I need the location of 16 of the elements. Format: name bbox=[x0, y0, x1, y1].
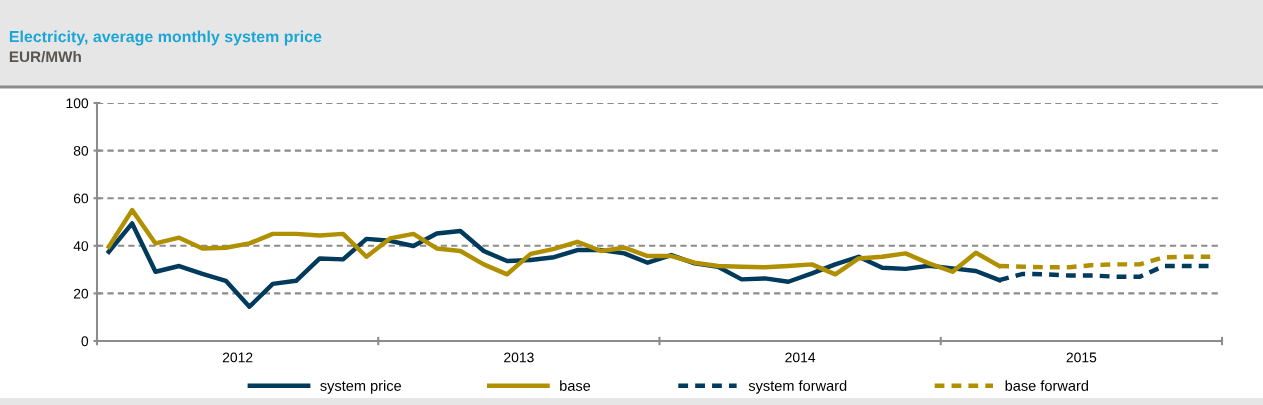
y-tick-label: 80 bbox=[73, 145, 89, 156]
chart-title: Electricity, average monthly system price bbox=[9, 30, 322, 46]
legend-label: base forward bbox=[1005, 380, 1089, 391]
y-tick-label: 40 bbox=[73, 241, 89, 251]
legend-label: base bbox=[560, 380, 591, 391]
x-tick-label: 2013 bbox=[504, 352, 534, 363]
y-tick-label: 60 bbox=[73, 193, 89, 204]
x-tick-label: 2014 bbox=[785, 352, 816, 363]
y-tick-label: 100 bbox=[66, 98, 89, 109]
x-tick-label: 2015 bbox=[1066, 352, 1097, 363]
legend-label: system forward bbox=[748, 380, 847, 394]
x-tick-label: 2012 bbox=[222, 352, 253, 363]
chart-subtitle: EUR/MWh bbox=[9, 50, 81, 63]
y-tick-label: 20 bbox=[73, 288, 89, 299]
y-tick-label: 0 bbox=[81, 336, 89, 347]
legend-label: system price bbox=[320, 380, 402, 394]
